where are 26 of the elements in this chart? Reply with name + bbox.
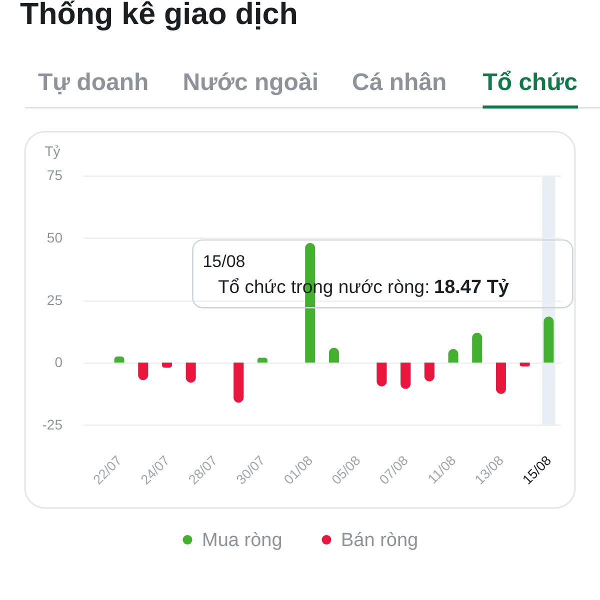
y-tick-label: 75 <box>46 167 63 184</box>
chart-title: Thống kê giao dịch <box>20 0 298 31</box>
bar <box>138 362 148 380</box>
bar <box>400 362 411 389</box>
y-axis-title: Tỷ <box>44 143 60 160</box>
bar <box>424 362 434 382</box>
bar <box>544 316 554 363</box>
text: Nước ngoài <box>182 69 318 96</box>
bar <box>162 362 172 368</box>
bar <box>376 362 387 386</box>
bar <box>234 362 244 403</box>
y-tick-label: 0 <box>54 354 63 370</box>
y-tick-label: -25 <box>42 416 63 432</box>
y-tick-label: 25 <box>46 292 63 308</box>
text: Tổ chức <box>482 69 578 96</box>
annotation: 18.47 Tỷ <box>434 277 510 298</box>
bar <box>496 362 506 394</box>
y-tick-label: 50 <box>46 230 63 246</box>
bar <box>186 362 196 383</box>
legend-label: Mua ròng <box>202 530 282 551</box>
bar <box>520 362 530 366</box>
annotation: 15/08 <box>202 252 246 271</box>
text: Tự doanh <box>38 69 149 96</box>
legend-label: Bán ròng <box>341 530 418 551</box>
text: Cá nhân <box>352 69 447 96</box>
bar <box>472 332 482 363</box>
